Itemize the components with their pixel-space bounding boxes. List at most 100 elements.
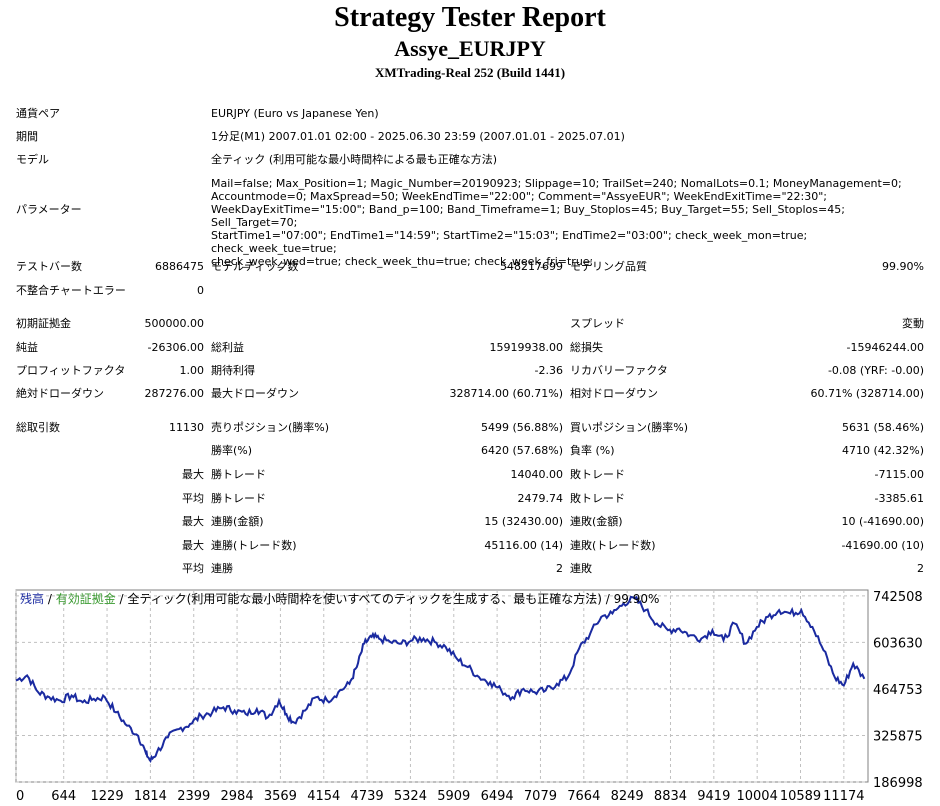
max3-label: 最大	[182, 539, 204, 552]
avgloss-label: 敗トレード	[570, 492, 625, 505]
expected-label: 期待利得	[211, 364, 255, 377]
legend-balance: 残高	[20, 591, 44, 606]
avgloss-value: -3385.61	[874, 492, 924, 505]
avgloss-run-label: 連敗	[570, 562, 592, 575]
report-subtitle: Assye_EURJPY	[394, 36, 546, 61]
x-tick-label: 0	[16, 789, 24, 804]
ticks-value: 548217699	[500, 260, 563, 273]
max-label: 最大	[182, 468, 204, 481]
balance-series-line	[15, 595, 866, 764]
symbol-label: 通貨ペア	[16, 107, 60, 120]
recovery-label: リカバリーファクタ	[570, 364, 668, 377]
short-label: 売りポジション(勝率%)	[211, 421, 330, 434]
long-value: 5631 (58.46%)	[841, 421, 924, 434]
params-line: WeekDayExitTime="15:00"; Band_p=100; Ban…	[211, 203, 845, 229]
spread-value: 変動	[902, 317, 924, 330]
winrate-label: 勝率(%)	[211, 444, 253, 457]
avgwin-value: 2479.74	[517, 492, 564, 505]
params-line: StartTime1="07:00"; EndTime1="14:59"; St…	[211, 229, 808, 255]
period-label: 期間	[16, 130, 38, 143]
legend-sep: /	[44, 592, 56, 606]
x-tick-label: 10589	[780, 789, 821, 804]
spread-label: スプレッド	[570, 317, 625, 330]
bars-value: 6886475	[155, 260, 204, 273]
x-tick-label: 1229	[91, 789, 124, 804]
lossrate-value: 4710 (42.32%)	[841, 444, 924, 457]
consloss-value: 10 (-41690.00)	[841, 515, 924, 528]
avgloss-run-value: 2	[917, 562, 924, 575]
params-line: Mail=false; Max_Position=1; Magic_Number…	[211, 177, 902, 190]
gross-profit-label: 総利益	[211, 341, 244, 354]
x-tick-label: 11174	[823, 789, 864, 804]
chart-legend: 残高 / 有効証拠金 / 全ティック(利用可能な最小時間枠を使いすべてのティック…	[20, 591, 659, 606]
reldd-value: 60.71% (328714.00)	[810, 387, 924, 400]
model-label: モデル	[16, 153, 49, 166]
mismatch-value: 0	[197, 284, 204, 297]
x-tick-label: 2399	[177, 789, 210, 804]
worst-value: -7115.00	[874, 468, 924, 481]
x-tick-label: 9419	[697, 789, 730, 804]
y-tick-label: 186998	[873, 776, 923, 791]
absdd-label: 絶対ドローダウン	[16, 387, 104, 400]
report-build: XMTrading-Real 252 (Build 1441)	[374, 65, 566, 80]
x-tick-label: 644	[51, 789, 76, 804]
pf-value: 1.00	[179, 364, 205, 377]
x-tick-label: 5324	[394, 789, 427, 804]
reldd-label: 相対ドローダウン	[570, 387, 658, 400]
avg2-label: 平均	[182, 562, 204, 575]
params-label: パラメーター	[16, 203, 82, 216]
lossrate-label: 負率 (%)	[570, 444, 615, 457]
avgwin-label: 勝トレード	[211, 492, 266, 505]
ticks-label: モデルティック数	[211, 260, 299, 273]
x-tick-label: 2984	[221, 789, 254, 804]
params-value: Mail=false; Max_Position=1; Magic_Number…	[211, 177, 931, 268]
y-tick-label: 464753	[873, 683, 923, 698]
conswin2-label: 連勝(トレード数)	[211, 539, 297, 552]
max2-label: 最大	[182, 515, 204, 528]
x-tick-label: 5909	[437, 789, 470, 804]
consloss2-value: -41690.00 (10)	[841, 539, 924, 552]
maxdd-label: 最大ドローダウン	[211, 387, 299, 400]
x-tick-label: 8834	[654, 789, 687, 804]
params-line: check_week_wed=true; check_week_thu=true…	[211, 255, 594, 268]
x-tick-label: 10004	[736, 789, 777, 804]
conswin-value: 15 (32430.00)	[484, 515, 563, 528]
mismatch-label: 不整合チャートエラー	[16, 284, 126, 297]
consloss-label: 連敗(金額)	[570, 515, 623, 528]
x-tick-label: 8249	[611, 789, 644, 804]
short-value: 5499 (56.88%)	[480, 421, 563, 434]
recovery-value: -0.08 (YRF: -0.00)	[827, 364, 924, 377]
x-tick-label: 1814	[134, 789, 167, 804]
trades-value: 11130	[169, 421, 204, 434]
x-tick-label: 4154	[307, 789, 340, 804]
worst-label: 敗トレード	[570, 468, 625, 481]
gross-loss-value: -15946244.00	[846, 341, 924, 354]
y-tick-label: 742508	[873, 590, 923, 605]
x-tick-label: 3569	[264, 789, 297, 804]
y-tick-label: 325875	[873, 729, 923, 744]
symbol-value: EURJPY (Euro vs Japanese Yen)	[211, 107, 379, 120]
params-line: Accountmode=0; MaxSpread=50; WeekEndTime…	[211, 190, 827, 203]
x-tick-label: 7079	[524, 789, 557, 804]
net-label: 純益	[16, 341, 38, 354]
x-tick-label: 7664	[567, 789, 600, 804]
y-axis: 742508 603630 464753 325875 186998	[873, 590, 923, 791]
balance-chart: 残高 / 有効証拠金 / 全ティック(利用可能な最小時間枠を使いすべてのティック…	[15, 589, 923, 804]
deposit-value: 500000.00	[144, 317, 205, 330]
net-value: -26306.00	[147, 341, 204, 354]
x-tick-label: 6494	[481, 789, 514, 804]
best-value: 14040.00	[510, 468, 564, 481]
maxdd-value: 328714.00 (60.71%)	[449, 387, 563, 400]
x-tick-label: 4739	[351, 789, 384, 804]
model-value: 全ティック (利用可能な最小時間枠による最も正確な方法)	[211, 153, 498, 166]
report-title: Strategy Tester Report	[334, 2, 606, 33]
pf-label: プロフィットファクタ	[16, 364, 126, 377]
avgwin-run-label: 連勝	[211, 562, 233, 575]
expected-value: -2.36	[534, 364, 563, 377]
legend-rest: / 全ティック(利用可能な最小時間枠を使いすべてのティックを生成する、最も正確な…	[116, 591, 660, 606]
chart-grid	[15, 590, 868, 783]
bars-label: テストバー数	[16, 260, 82, 273]
avgwin-run-value: 2	[556, 562, 563, 575]
best-label: 勝トレード	[211, 468, 266, 481]
absdd-value: 287276.00	[144, 387, 205, 400]
